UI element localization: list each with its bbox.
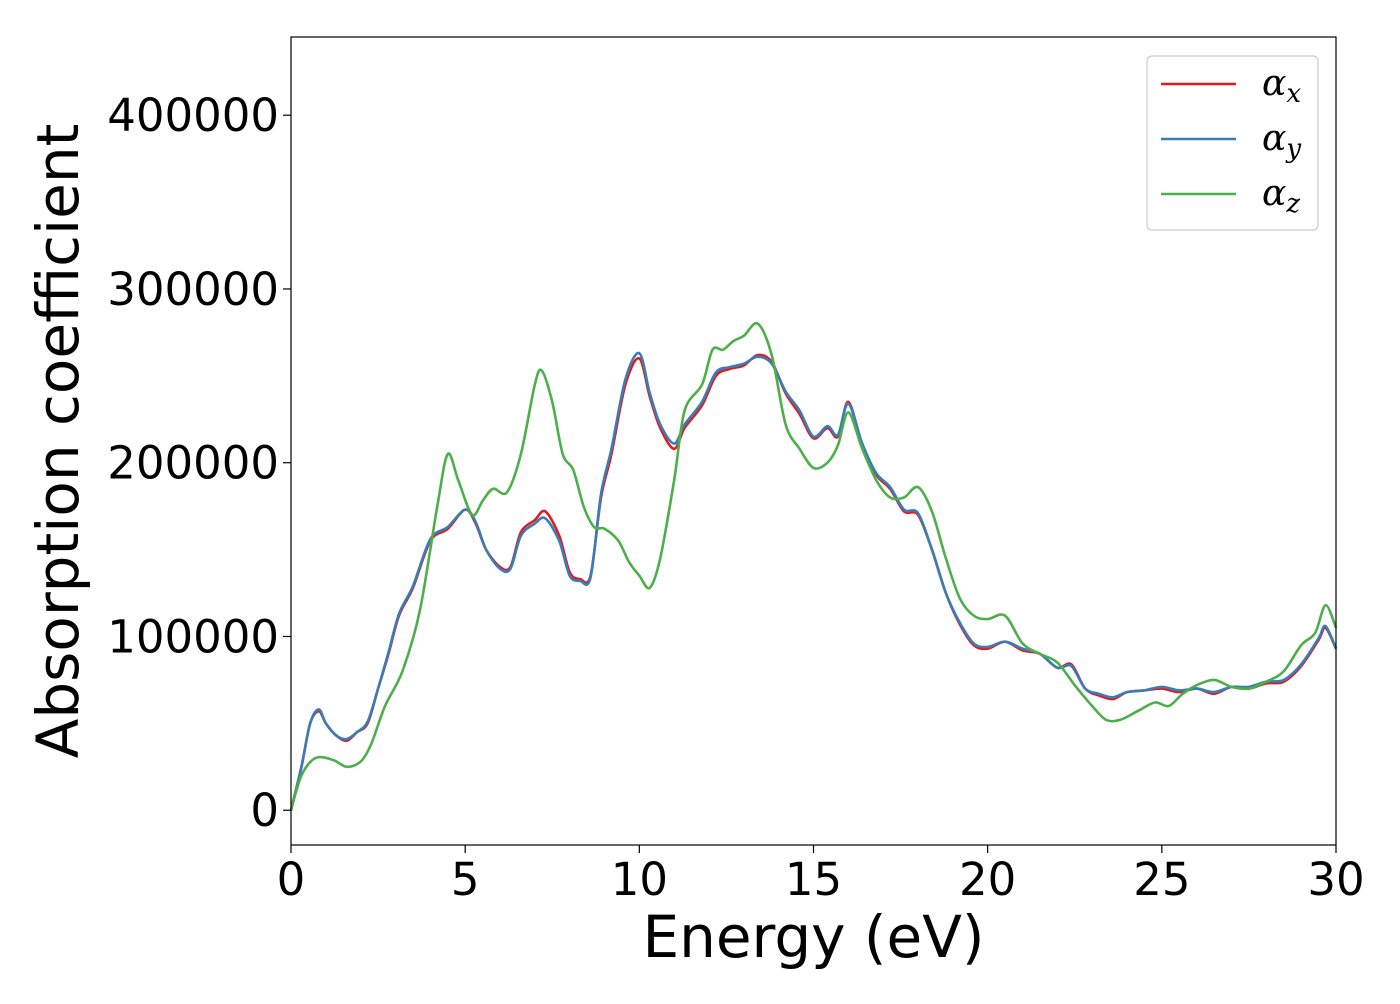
y-tick-label: 0 [250, 784, 279, 837]
legend-entry-y: αy [1161, 118, 1301, 164]
series-line-y [289, 351, 1338, 811]
x-tick-label: 0 [277, 853, 306, 906]
y-tick-label: 300000 [107, 263, 279, 316]
legend: αx αy αz [1146, 55, 1319, 231]
x-axis-title: Energy (eV) [642, 903, 984, 971]
y-axis-ticks: 0 100000 200000 300000 400000 [107, 89, 291, 837]
x-axis-ticks: 0 5 10 15 20 25 30 [277, 845, 1365, 906]
legend-label: αy [1262, 118, 1301, 164]
y-tick-label: 400000 [107, 89, 279, 142]
legend-label: αx [1262, 63, 1301, 109]
legend-label: αz [1262, 173, 1300, 219]
x-tick-label: 30 [1307, 853, 1364, 906]
y-tick-label: 200000 [107, 437, 279, 490]
x-tick-label: 10 [611, 853, 668, 906]
x-tick-label: 20 [959, 853, 1016, 906]
x-tick-label: 15 [785, 853, 842, 906]
legend-entries: αx αy αz [1161, 63, 1301, 219]
series-line-z [289, 321, 1338, 811]
legend-entry-x: αx [1161, 63, 1301, 109]
y-tick-label: 100000 [107, 610, 279, 663]
legend-entry-z: αz [1161, 173, 1300, 219]
series-layer [289, 321, 1338, 811]
x-tick-label: 25 [1133, 853, 1190, 906]
x-tick-label: 5 [451, 853, 480, 906]
y-axis-title: Absorption coefficient [24, 124, 92, 759]
legend-box [1146, 55, 1319, 231]
